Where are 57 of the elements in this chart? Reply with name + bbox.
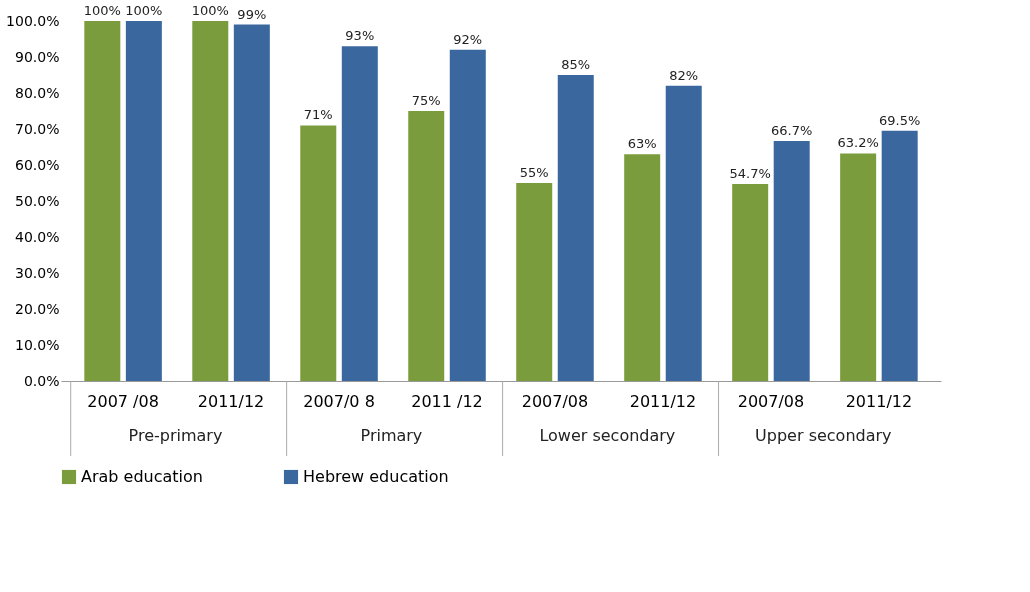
- text: Primary: [360, 426, 423, 445]
- data-label: 100%: [125, 3, 163, 18]
- data-label: 100%: [83, 3, 121, 18]
- data-label: 69.5%: [879, 112, 921, 128]
- bar: [300, 125, 337, 381]
- x-tick-label: 2007/08: [737, 391, 805, 411]
- text: Upper secondary: [755, 426, 892, 445]
- bar: [449, 49, 486, 381]
- x-tick-label: 2011/12: [197, 391, 265, 411]
- y-tick-label: 50.0%: [15, 192, 60, 209]
- legend-label: Hebrew education: [303, 467, 449, 486]
- bar: [516, 183, 553, 381]
- data-label: 82%: [669, 67, 699, 83]
- y-tick-label: 70.0%: [15, 120, 60, 137]
- data-label: 92%: [453, 31, 483, 47]
- data-label: 63%: [627, 136, 657, 152]
- data-label: 54.7%: [729, 166, 771, 182]
- y-tick-label: 10.0%: [15, 336, 60, 353]
- data-label: 55%: [519, 165, 549, 180]
- bar: [773, 140, 810, 381]
- x-tick-label: 2011/12: [629, 391, 697, 411]
- text: Pre-primary: [128, 426, 223, 445]
- bar: [732, 184, 769, 381]
- x-tick-label: 2011 /12: [411, 391, 483, 411]
- data-label: 66.7%: [771, 122, 813, 138]
- bar: [840, 153, 877, 381]
- bar: [84, 21, 121, 381]
- y-tick-label: 40.0%: [15, 228, 60, 245]
- bar: [192, 21, 229, 381]
- x-tick-label: 2007/0 8: [303, 391, 375, 411]
- y-tick-label: 100.0%: [6, 12, 60, 29]
- bar: [341, 46, 378, 381]
- data-label: 100%: [191, 3, 229, 18]
- bar: [125, 21, 162, 381]
- data-label: 85%: [561, 57, 591, 72]
- bar: [881, 130, 918, 381]
- bar: [408, 111, 445, 381]
- legend-label: Arab education: [81, 467, 203, 486]
- bar: [233, 24, 270, 381]
- y-tick-label: 30.0%: [15, 264, 60, 281]
- y-tick-label: 90.0%: [15, 48, 60, 65]
- text: Lower secondary: [539, 426, 676, 445]
- y-tick-label: 20.0%: [15, 300, 60, 317]
- data-label: 71%: [303, 107, 333, 123]
- x-tick-label: 2007/08: [521, 391, 589, 411]
- x-tick-label: 2011/12: [845, 391, 913, 411]
- y-tick-label: 80.0%: [15, 84, 60, 101]
- data-label: 99%: [237, 6, 267, 22]
- data-label: 75%: [411, 93, 441, 108]
- bar: [665, 85, 702, 381]
- y-tick-label: 0.0%: [23, 372, 60, 389]
- x-tick-label: 2007 /08: [87, 391, 159, 411]
- data-label: 63.2%: [837, 135, 879, 151]
- y-tick-label: 60.0%: [15, 156, 60, 173]
- bar: [624, 154, 661, 381]
- data-label: 93%: [345, 28, 375, 44]
- bar: [557, 75, 594, 381]
